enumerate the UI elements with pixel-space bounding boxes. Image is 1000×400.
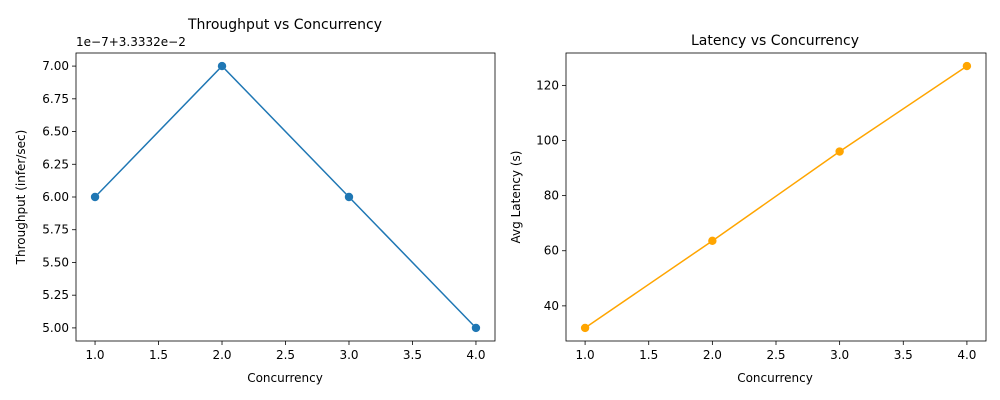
x-tick-label: 1.5	[149, 348, 168, 362]
data-point	[471, 323, 481, 333]
y-tick-label: 6.50	[42, 125, 69, 139]
y-tick-label: 7.00	[42, 59, 69, 73]
data-point	[344, 192, 354, 202]
x-axis-label: Concurrency	[737, 371, 813, 385]
y-tick-label: 60	[544, 244, 559, 258]
y-tick-label: 6.25	[42, 157, 69, 171]
x-tick-label: 2.5	[766, 348, 785, 362]
throughput-chart: Throughput vs Concurrency 1e−7+3.3332e−2…	[14, 17, 496, 385]
data-point	[217, 61, 227, 71]
data-point	[580, 323, 590, 333]
y-tick-label: 5.50	[42, 255, 69, 269]
x-tick-label: 2.5	[276, 348, 295, 362]
series-line	[94, 65, 477, 329]
data-point	[90, 192, 100, 202]
y-tick-label: 6.00	[42, 190, 69, 204]
y-tick-label: 5.00	[42, 321, 69, 335]
y-tick-label: 5.25	[42, 288, 69, 302]
data-point	[835, 147, 844, 156]
series-line	[584, 65, 968, 329]
x-tick-label: 1.5	[639, 348, 658, 362]
y-axis-label: Avg Latency (s)	[509, 151, 523, 244]
x-tick-label: 3.0	[339, 348, 358, 362]
y-tick-label: 6.75	[42, 92, 69, 106]
data-point	[708, 236, 717, 246]
chart-title: Latency vs Concurrency	[691, 33, 859, 49]
x-tick-label: 2.0	[703, 348, 722, 362]
y-tick-label: 80	[544, 189, 559, 203]
y-tick-label: 100	[536, 134, 559, 148]
x-tick-label: 3.0	[830, 348, 849, 362]
y-offset-text: 1e−7+3.3332e−2	[76, 35, 186, 49]
y-axis-label: Throughput (infer/sec)	[14, 130, 28, 266]
x-tick-label: 2.0	[212, 348, 231, 362]
y-tick-label: 120	[536, 78, 559, 92]
x-tick-label: 1.0	[576, 348, 595, 362]
latency-chart: Latency vs Concurrency Concurrency Avg L…	[509, 33, 987, 385]
y-tick-label: 40	[544, 299, 559, 313]
x-axis-label: Concurrency	[247, 371, 323, 385]
x-tick-label: 3.5	[403, 348, 422, 362]
x-tick-label: 4.0	[957, 348, 976, 362]
x-tick-label: 3.5	[894, 348, 913, 362]
data-point	[962, 61, 972, 71]
x-tick-label: 4.0	[466, 348, 485, 362]
x-tick-label: 1.0	[85, 348, 104, 362]
y-tick-label: 5.75	[42, 223, 69, 237]
chart-title: Throughput vs Concurrency	[187, 17, 382, 33]
